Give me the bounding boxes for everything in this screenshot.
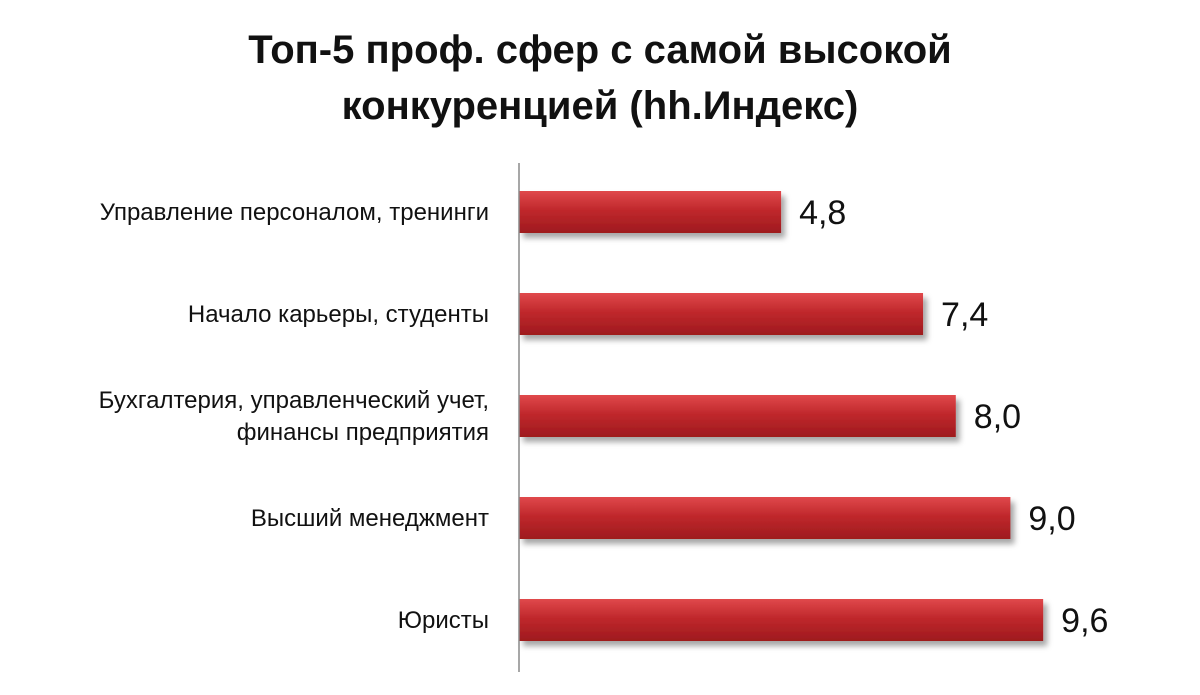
value-label-3: 8,0 xyxy=(974,398,1021,436)
bars-layer xyxy=(519,191,1044,641)
category-label-4: Высший менеджмент xyxy=(251,505,489,532)
category-label-1: Управление персоналом, тренинги xyxy=(100,199,489,226)
bar-2 xyxy=(519,293,924,335)
category-label-3-line-2: финансы предприятия xyxy=(237,419,489,446)
value-label-5: 9,6 xyxy=(1061,602,1108,640)
category-label-3-line-1: Бухгалтерия, управленческий учет, xyxy=(99,387,489,414)
bar-3 xyxy=(519,395,956,437)
bar-5 xyxy=(519,599,1044,641)
chart-title: Топ-5 проф. сфер с самой высокой конкуре… xyxy=(160,22,1040,134)
value-label-4: 9,0 xyxy=(1028,500,1075,538)
category-label-5: Юристы xyxy=(398,607,489,634)
bar-4 xyxy=(519,497,1011,539)
bar-1 xyxy=(519,191,782,233)
chart-title-line-1: Топ-5 проф. сфер с самой высокой xyxy=(248,28,952,72)
category-label-2: Начало карьеры, студенты xyxy=(188,301,489,328)
value-label-2: 7,4 xyxy=(941,296,988,334)
chart-title-line-2: конкуренцией (hh.Индекс) xyxy=(341,84,859,128)
labels-layer: 4,8 Управление персоналом, тренинги 7,4 Нач… xyxy=(99,194,1109,640)
value-label-1: 4,8 xyxy=(799,194,846,232)
